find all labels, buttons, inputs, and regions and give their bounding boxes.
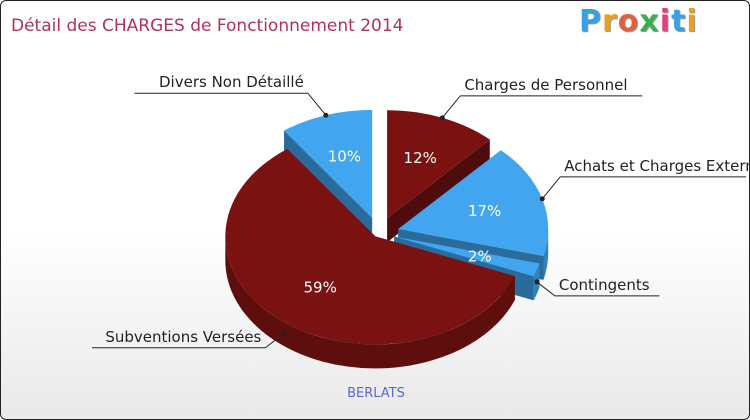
pie-slice-outer-wall [543,228,549,280]
pie-callout-line [134,92,327,116]
pie-slice-outer-wall [225,236,515,369]
pie-callout-line [91,333,284,349]
pie-callout-line [541,176,746,200]
pie-slice [387,110,490,219]
logo-letter: t [671,4,687,39]
logo-letter: P [579,4,602,39]
pie-percent-labels: 12% 17% 2% 59% 10% [303,147,501,296]
pie-slice-label: Charges de Personnel [464,76,627,94]
pie-slice-label: Achats et Charges Externes [564,157,750,175]
pie-callout-marker [539,196,545,202]
pie-slice-label: Contingents [559,276,650,294]
logo-letter: o [617,4,640,39]
pie-percent-label: 12% [404,149,437,167]
logo-letter: i [686,4,698,39]
pie-callouts: Charges de Personnel Achats et Charges Ex… [91,73,750,349]
pie-slice [225,149,515,345]
pie-percent-label: 17% [468,202,501,220]
pie-callout-marker [280,331,286,337]
pie-percent-label: 2% [468,248,492,266]
logo-letter: i [659,4,672,39]
proxiti-logo: Proxiti [579,4,698,39]
pie-slice [394,236,540,277]
pie-percent-label: 59% [303,279,336,297]
pie-slice-label: Divers Non Détaillé [159,73,304,91]
pie-slice-label: Subventions Versées [105,328,261,346]
chart-title: Détail des CHARGES de Fonctionnement 201… [11,16,404,36]
pie-slice [284,109,373,218]
pie-callout-marker [323,112,329,118]
pie-callout-line [536,281,660,297]
pie-callout-line [441,95,643,119]
logo-letter: r [602,4,618,39]
pie-callout-marker [439,115,445,121]
pie-tops [225,109,549,345]
logo-letter: x [639,4,660,39]
city-name: BERLATS [347,386,405,401]
pie-slice-cut-wall [387,139,490,243]
pie-slice [398,150,549,256]
pie-percent-label: 10% [328,147,361,165]
pie-callout-marker [534,279,540,285]
